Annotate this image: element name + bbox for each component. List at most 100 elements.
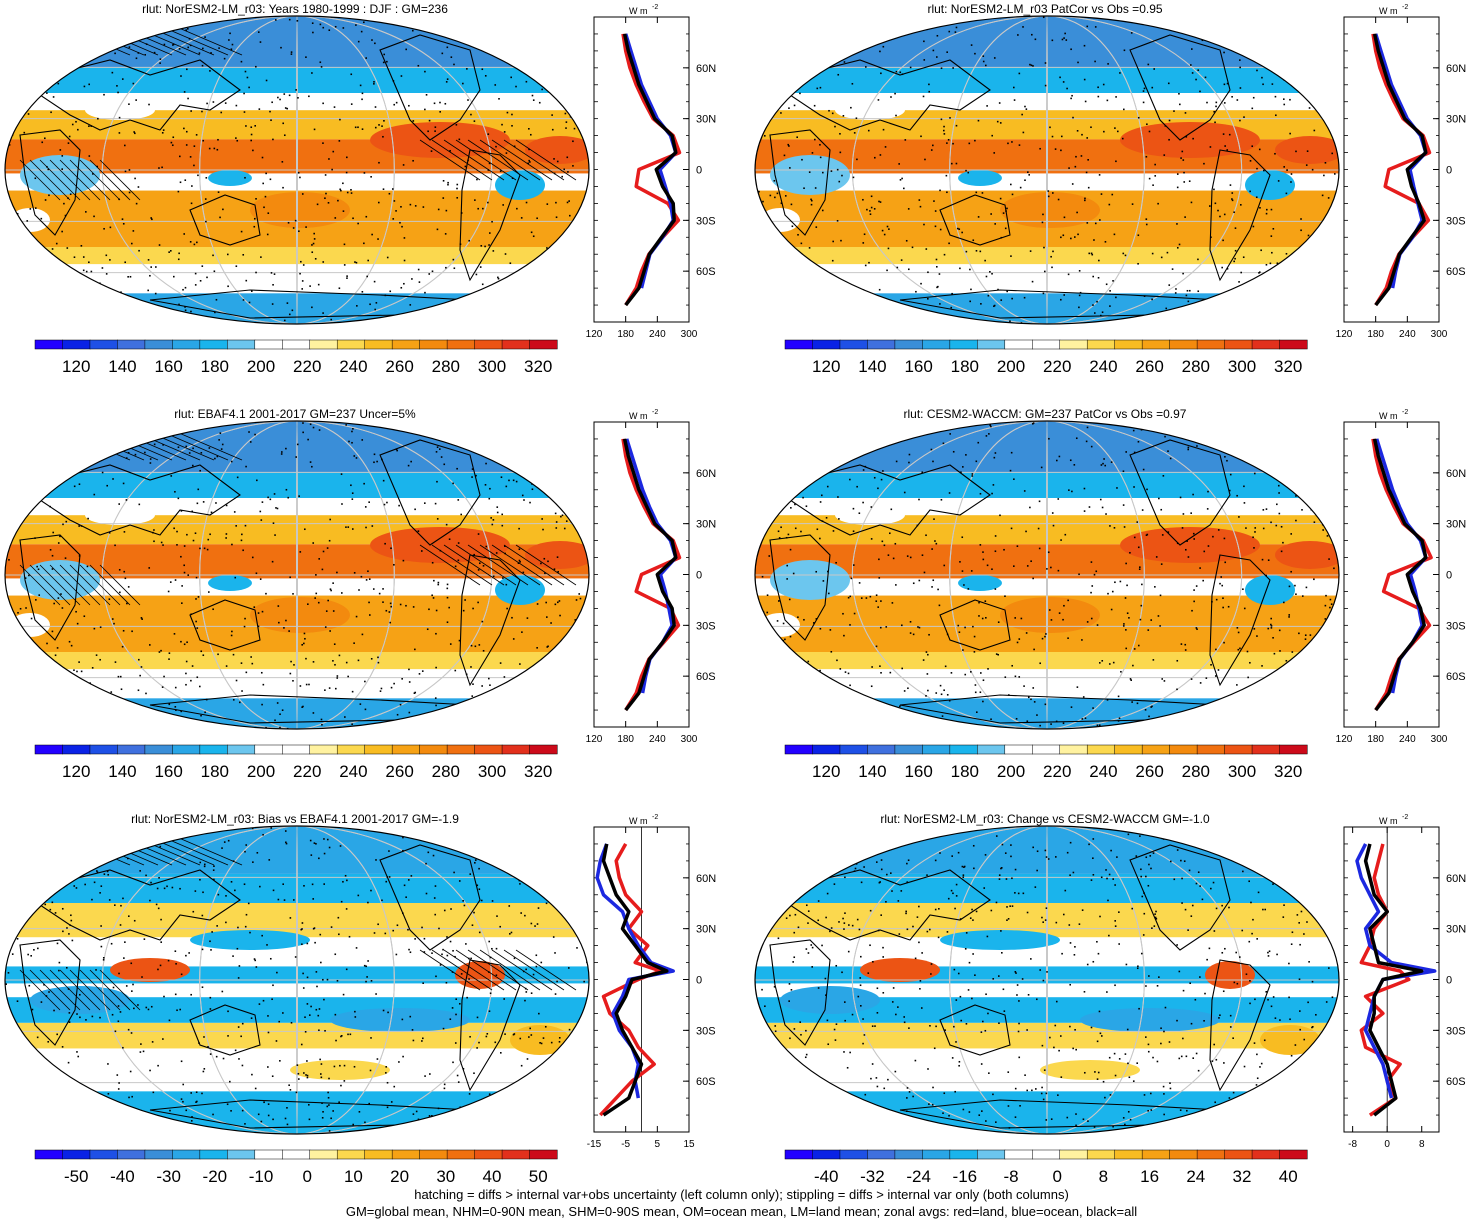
colorbar-swatch xyxy=(172,1149,201,1160)
colorbar-label: 32 xyxy=(1233,1167,1252,1186)
colorbar-swatch xyxy=(117,1149,146,1160)
footer-note-2: GM=global mean, NHM=0-90N mean, SHM=0-90… xyxy=(345,1204,1138,1219)
map-blob xyxy=(208,575,252,591)
panel-graphics: -40 -32 -24 -16 -8 0 8 16 24 32 40 60N 30N 0 30S 60S -8 0… xyxy=(754,814,1466,1186)
colorbar-label: 0 xyxy=(302,1167,311,1186)
colorbar-label: 220 xyxy=(293,762,321,781)
coastline xyxy=(1209,554,1271,687)
colorbar-swatch xyxy=(89,744,118,755)
colorbar-swatch xyxy=(949,339,978,350)
colorbar-label: -40 xyxy=(110,1167,135,1186)
colorbar-swatch xyxy=(1059,744,1088,755)
panel-title: rlut: NorESM2-LM_r03 PatCor vs Obs =0.95 xyxy=(927,2,1163,16)
colorbar-swatch xyxy=(1032,1149,1061,1160)
colorbar-swatch xyxy=(199,1149,228,1160)
colorbar-swatch xyxy=(282,744,311,755)
coastline xyxy=(189,599,261,651)
stippling xyxy=(757,826,1339,1134)
colorbar-swatch xyxy=(144,744,173,755)
colorbar-label: 140 xyxy=(108,762,136,781)
zonal-x-tick-label: 180 xyxy=(1367,734,1384,745)
colorbar-swatch xyxy=(282,339,311,350)
panel-4: rlut: CESM2-WACCM: GM=237 PatCor vs Obs … xyxy=(750,405,1483,810)
graticule xyxy=(5,421,589,729)
colorbar-label: 280 xyxy=(432,357,460,376)
panel-graphics: 120 140 160 180 200 220 240 260 280 300 320 60N 30N 0… xyxy=(4,409,717,781)
colorbar-label: 200 xyxy=(997,762,1025,781)
panel-title: rlut: NorESM2-LM_r03: Bias vs EBAF4.1 20… xyxy=(131,812,459,826)
zonal-x-tick-label: 300 xyxy=(681,734,698,745)
colorbar-swatch xyxy=(894,744,923,755)
map-blob xyxy=(1000,597,1100,633)
colorbar-label: 40 xyxy=(1279,1167,1298,1186)
colorbar-label: 120 xyxy=(812,357,840,376)
colorbar-swatch xyxy=(949,1149,978,1160)
coastline xyxy=(1209,149,1271,282)
panel-title: rlut: CESM2-WACCM: GM=237 PatCor vs Obs … xyxy=(903,407,1187,421)
map-field xyxy=(755,826,1339,1134)
colorbar-label: 260 xyxy=(1135,357,1163,376)
map-blob xyxy=(1245,170,1295,200)
colorbar-swatch xyxy=(977,744,1006,755)
coastline xyxy=(19,939,81,1046)
map-blob xyxy=(330,1008,470,1032)
panel-6: rlut: NorESM2-LM_r03: Change vs CESM2-WA… xyxy=(750,810,1483,1215)
colorbar-swatch xyxy=(1196,339,1226,350)
colorbar-swatch xyxy=(867,1149,896,1160)
coastline xyxy=(939,194,1011,246)
colorbar-swatch xyxy=(172,744,201,755)
coastline xyxy=(39,59,241,131)
colorbar-label: 280 xyxy=(1182,762,1210,781)
colorbar-label: 220 xyxy=(1043,357,1071,376)
panel-5: rlut: NorESM2-LM_r03: Bias vs EBAF4.1 20… xyxy=(0,810,740,1215)
graticule xyxy=(5,16,589,324)
zonal-mean-plot: 60N 30N 0 30S 60S 120 180 240 300 W m -2 xyxy=(586,4,717,340)
colorbar-label: 16 xyxy=(1140,1167,1159,1186)
zonal-x-tick-label: 240 xyxy=(649,329,666,340)
map-blob xyxy=(770,155,850,195)
colorbar-swatch xyxy=(254,1149,283,1160)
panel-title: rlut: NorESM2-LM_r03: Years 1980-1999 : … xyxy=(142,2,448,16)
colorbar-swatch xyxy=(1059,339,1088,350)
colorbar-swatch xyxy=(117,744,146,755)
colorbar-label: 10 xyxy=(344,1167,363,1186)
colorbar-swatch xyxy=(977,339,1006,350)
zonal-series-ocean xyxy=(1355,843,1437,1099)
zonal-unit-label: W m xyxy=(629,6,648,16)
zonal-series-all xyxy=(1372,438,1428,712)
colorbar-label: 200 xyxy=(247,762,275,781)
zonal-lat-label: 60S xyxy=(696,1076,716,1088)
zonal-lat-label: 30S xyxy=(1446,1025,1466,1037)
map-blob xyxy=(110,958,190,982)
colorbar-label: 260 xyxy=(385,762,413,781)
map-blob xyxy=(190,930,310,950)
colorbar-swatch xyxy=(391,1149,421,1160)
colorbar-swatch xyxy=(839,1149,868,1160)
colorbar-label: 320 xyxy=(1274,762,1302,781)
zonal-lat-label: 30N xyxy=(696,924,716,936)
map-blob xyxy=(835,100,905,120)
zonal-lat-label: 0 xyxy=(1446,570,1452,582)
colorbar-label: 240 xyxy=(1089,762,1117,781)
colorbar-swatch xyxy=(336,1149,366,1160)
zonal-lat-label: 0 xyxy=(696,975,702,987)
map-field xyxy=(5,16,589,324)
zonal-mean-plot: 60N 30N 0 30S 60S 120 180 240 300 W m -2 xyxy=(586,409,717,745)
colorbar-label: 160 xyxy=(154,762,182,781)
colorbar-swatch xyxy=(867,744,896,755)
colorbar-label: 140 xyxy=(108,357,136,376)
colorbar: 120 140 160 180 200 220 240 260 280 300 320 xyxy=(784,744,1308,781)
colorbar-swatch xyxy=(784,1149,814,1160)
colorbar-swatch xyxy=(391,339,421,350)
zonal-lat-label: 30S xyxy=(1446,620,1466,632)
map-blob xyxy=(1000,192,1100,228)
colorbar-swatch xyxy=(1224,744,1253,755)
colorbar-swatch xyxy=(364,1149,393,1160)
map-outline xyxy=(4,825,590,1135)
zonal-unit-superscript: -2 xyxy=(652,409,658,416)
colorbar-label: 50 xyxy=(529,1167,548,1186)
map-outline xyxy=(754,825,1340,1135)
colorbar-label: 120 xyxy=(62,357,90,376)
colorbar-label: 180 xyxy=(201,762,229,781)
